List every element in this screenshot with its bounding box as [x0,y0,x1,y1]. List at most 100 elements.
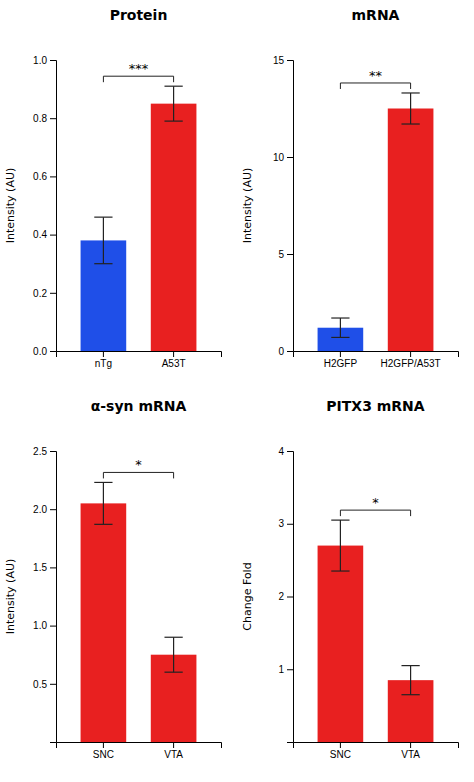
error-bar [94,217,112,264]
annotation: ** [369,68,383,83]
y-tick: 1.0 [33,55,56,66]
error-bar-cap [331,337,349,338]
y-tick-label: 15 [273,55,285,66]
y-tick-label: 0.2 [33,288,47,299]
bar-chart: 1234SNCVTA*PITX3 mRNAChange Fold [241,398,459,760]
error-bar-cap [94,217,112,218]
x-tick-label: A53T [162,358,186,369]
x-tick-mark [103,742,104,748]
error-bar-cap [331,317,349,318]
y-tick: 2.0 [33,504,56,515]
error-bar-stem [103,217,104,264]
error-bar-cap [331,520,349,521]
error-bar [401,93,419,124]
significance-bracket [103,76,173,82]
error-bar-cap [164,86,182,87]
y-tick: 0.6 [33,171,56,182]
y-tick-label: 1.0 [33,620,47,631]
y-tick-mark [50,293,56,294]
x-axis-line [294,743,459,749]
error-bar-stem [410,93,411,124]
y-tick: 1.0 [33,620,56,631]
x-tick: VTA [164,742,183,760]
y-axis-title: Intensity (AU) [4,559,17,635]
error-bar-stem [173,86,174,121]
y-tick-mark [50,60,56,61]
y-tick-mark [50,118,56,119]
y-tick-mark [50,626,56,627]
y-tick-label: 0 [278,346,284,357]
y-tick: 3 [278,518,293,529]
y-tick-label: 0.0 [33,346,47,357]
y-tick-label: 1.0 [33,55,47,66]
x-axis-line [294,352,459,358]
y-tick: 4 [278,446,293,457]
error-bar-cap [164,672,182,673]
annotation: * [372,495,379,510]
error-bar-stem [340,520,341,571]
error-bar-cap [94,263,112,264]
y-axis-title: Intensity (AU) [241,168,254,244]
bar-chart: 0.51.01.52.02.5SNCVTA*α-syn mRNAIntensit… [4,398,222,760]
error-bar-cap [94,524,112,525]
y-tick-label: 1 [278,664,284,675]
y-tick-mark [287,524,293,525]
x-tick-mark [173,351,174,357]
y-tick-label: 2.5 [33,446,47,457]
bar [318,546,364,742]
error-bar [331,318,349,337]
error-bar [94,482,112,524]
y-tick-mark [50,509,56,510]
y-tick-mark [287,254,293,255]
y-tick-label: 0.5 [33,679,47,690]
bar [388,109,434,352]
y-tick-label: 0.6 [33,171,47,182]
error-bar-cap [401,694,419,695]
x-tick-label: VTA [401,749,420,760]
y-axis: 0.0 0.2 0.4 0.6 0.8 1.0 [33,55,56,357]
y-axis: 1 2 3 4 [278,446,293,743]
y-tick-mark [50,684,56,685]
x-axis: H2GFPH2GFP/A53T [294,351,459,369]
x-tick-mark [340,351,341,357]
y-tick-label: 2.0 [33,504,47,515]
y-tick-mark [287,351,293,352]
significance-bracket [340,83,410,89]
error-bar-cap [164,637,182,638]
plot-area [318,93,434,351]
y-tick: 0.2 [33,288,56,299]
y-tick-mark [50,451,56,452]
error-bar [164,86,182,121]
y-tick-label: 2 [278,591,284,602]
annotation: *** [129,61,149,76]
error-bar-cap [164,121,182,122]
annotation: * [135,457,142,472]
y-tick: 2.5 [33,446,56,457]
significance-bracket [340,510,410,516]
y-tick: 0.5 [33,679,56,690]
x-tick: VTA [401,742,420,760]
x-tick-label: VTA [164,749,183,760]
y-tick-mark [50,235,56,236]
x-axis-line [57,743,222,749]
y-tick: 10 [273,152,293,163]
y-tick: 0.0 [33,346,56,357]
y-axis-line [287,452,294,743]
error-bar-cap [401,665,419,666]
x-axis-line [57,352,222,358]
x-tick-label: SNC [330,749,351,760]
x-tick: SNC [330,742,351,760]
y-tick-mark [287,451,293,452]
y-tick: 0.4 [33,229,56,240]
x-tick: H2GFP [324,351,358,369]
bar-chart: 0.00.20.40.60.81.0nTgA53T***ProteinInten… [4,7,222,369]
x-tick: SNC [93,742,114,760]
x-tick-mark [340,742,341,748]
y-tick-mark [287,60,293,61]
y-tick-label: 5 [278,249,284,260]
error-bar-stem [103,482,104,524]
y-tick-label: 0.8 [33,113,47,124]
y-tick-mark [287,597,293,598]
y-axis-title: Change Fold [241,562,254,630]
y-axis-title: Intensity (AU) [4,168,17,244]
